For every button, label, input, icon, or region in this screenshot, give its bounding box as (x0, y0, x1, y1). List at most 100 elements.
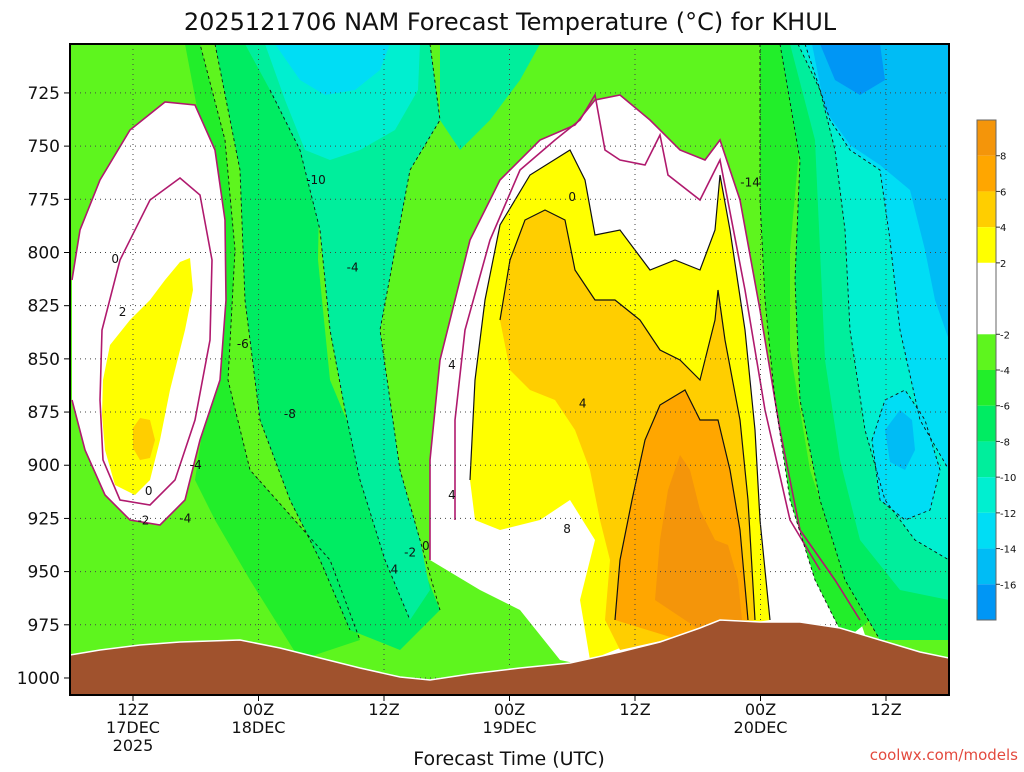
band-minus10-top2 (440, 44, 540, 150)
x-tick-label: 12Z (368, 700, 399, 719)
colorbar-label: -16 (1000, 580, 1016, 591)
colorbar-swatch (977, 441, 996, 478)
y-tick-label: 925 (28, 509, 60, 529)
x-tick-label: 00Z (494, 700, 525, 719)
contour-label: -6 (237, 337, 249, 351)
band-minus16-right (820, 44, 885, 95)
colorbar-label: 2 (1000, 259, 1006, 270)
temperature-field (70, 44, 949, 695)
chart-title: 2025121706 NAM Forecast Temperature (°C)… (184, 8, 837, 36)
band-gold-left (133, 418, 155, 460)
colorbar-label: 6 (1000, 187, 1006, 198)
terrain-ground (70, 619, 949, 695)
contour-dashed-4 (379, 44, 441, 611)
band-yellow-left (102, 258, 193, 495)
band-minus8-left (215, 44, 440, 650)
x-tick-label: 17DEC (106, 718, 160, 737)
contour-label: 4 (448, 488, 456, 502)
contour-label: 8 (563, 522, 571, 536)
band-minus14-right (812, 44, 949, 340)
contour-label: 0 (145, 484, 153, 498)
y-tick-label: 725 (28, 84, 60, 104)
x-tick-label: 00Z (243, 700, 274, 719)
band-minus10-mid (245, 44, 440, 620)
y-tick-label: 850 (28, 350, 60, 370)
contour-label: -4 (347, 260, 359, 274)
contour-label: 4 (391, 562, 399, 576)
band-minus4-right (760, 44, 870, 640)
y-tick-label: 950 (28, 563, 60, 583)
y-tick-label: 900 (28, 456, 60, 476)
contour-label: 0 (422, 539, 430, 553)
colorbar-swatch (977, 548, 996, 585)
colorbar-label: -10 (1000, 473, 1016, 484)
colorbar-label: -4 (1000, 366, 1010, 377)
contour-zero-left (71, 101, 227, 526)
contour-labels: 0 2 0 -2 -4 -4 -6 -8 -10 -4 4 -2 0 4 4 0 4 8 -14 (111, 173, 759, 576)
colorbar-swatch (977, 262, 996, 335)
y-tick-label: 800 (28, 243, 60, 263)
grid-lines (70, 44, 949, 695)
colorbar-swatch (977, 155, 996, 192)
contour-dashed-1 (185, 44, 361, 641)
y-tick-label: 750 (28, 137, 60, 157)
colorbar-swatch (977, 512, 996, 549)
x-tick-label: 20DEC (734, 718, 788, 737)
y-tick-label: 775 (28, 190, 60, 210)
band-minus6-left (185, 44, 360, 660)
colorbar-label: 8 (1000, 152, 1006, 163)
colorbar-swatch (977, 191, 996, 228)
contour-dashed-9 (871, 389, 941, 521)
colorbar-swatch (977, 370, 996, 406)
contour-zero-main (429, 94, 861, 621)
x-tick-label: 00Z (745, 700, 776, 719)
contour-label: -4 (190, 458, 202, 472)
y-tick-label: 1000 (17, 669, 60, 689)
y-axis: 725 750 775 800 825 850 875 900 925 950 975 1000 (17, 84, 70, 689)
contour-label: 2 (119, 305, 127, 319)
x-tick-label: 19DEC (483, 718, 537, 737)
x-tick-label: 2025 (113, 736, 154, 755)
x-axis-label: Forecast Time (UTC) (413, 748, 604, 768)
colorbar-label: -14 (1000, 545, 1016, 556)
colorbar: 8 6 4 2 -2 -4 -6 -8 -10 -12 -14 -16 (976, 119, 1016, 621)
contour-label: 0 (568, 190, 576, 204)
colorbar-swatch (977, 227, 996, 263)
colorbar-swatch (977, 120, 996, 156)
contour-dashed-2 (214, 44, 351, 631)
contour-label: 0 (111, 252, 119, 266)
x-tick-label: 12Z (619, 700, 650, 719)
contour-four-main (469, 149, 771, 621)
contour-two-left (99, 176, 213, 506)
contour-label: -14 (740, 175, 760, 189)
contour-label: -8 (284, 407, 296, 421)
band-dark-orange-main (655, 455, 742, 630)
x-tick-label: 12Z (870, 700, 901, 719)
colorbar-label: -12 (1000, 509, 1016, 520)
contour-label: -2 (404, 545, 416, 559)
contour-six-main (499, 209, 756, 621)
x-tick-label: 18DEC (232, 718, 286, 737)
colorbar-label: 4 (1000, 223, 1006, 234)
contour-eight-main (614, 389, 749, 621)
credit-text: coolwx.com/models (870, 746, 1018, 764)
contour-label: -4 (179, 511, 191, 525)
band-minus14-low-right (885, 410, 915, 470)
colorbar-swatch (977, 334, 996, 370)
contour-dashed-8 (804, 44, 949, 471)
y-tick-label: 875 (28, 403, 60, 423)
colorbar-swatch (977, 405, 996, 442)
colorbar-label: -8 (1000, 437, 1010, 448)
contour-label: -2 (137, 514, 149, 528)
colorbar-label: -6 (1000, 402, 1010, 413)
y-tick-label: 975 (28, 616, 60, 636)
contour-label: 4 (448, 358, 456, 372)
band-minus14-top (275, 44, 390, 95)
colorbar-label: -2 (1000, 330, 1010, 341)
contour-two-main (454, 92, 821, 571)
y-tick-label: 825 (28, 297, 60, 317)
x-tick-label: 12Z (117, 700, 148, 719)
